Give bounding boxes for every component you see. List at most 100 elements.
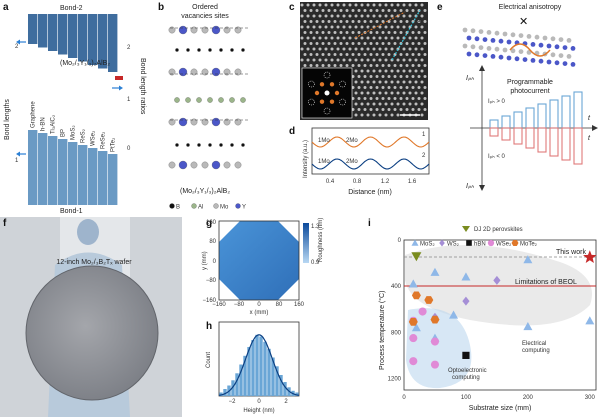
lattice-atom: [381, 64, 385, 67]
bond1-bar-8: [108, 154, 118, 205]
fft-ring: [308, 80, 315, 88]
fft-spot: [334, 90, 340, 96]
panel-i-legend: DJ 2D perovskites MoS₂ WS₂ hBN WSe₂ MoTe₂: [411, 226, 538, 248]
e-atom: [538, 58, 544, 64]
lattice-atom: [366, 47, 370, 51]
lattice-atom: [348, 25, 352, 29]
lattice-atom: [372, 58, 376, 62]
lattice-atom: [300, 36, 304, 40]
e-atom: [502, 31, 508, 37]
lattice-atom: [396, 102, 400, 106]
material-label-1: h-BN: [41, 117, 47, 131]
lattice-atom: [306, 58, 310, 62]
bond2-bar-7: [98, 14, 108, 69]
mo-atom: [234, 26, 242, 34]
lattice-atom: [333, 53, 337, 56]
lattice-atom: [351, 20, 355, 23]
wse-point: [409, 357, 418, 366]
mo-atom: [190, 161, 198, 169]
legend-label-mo: Mo: [220, 205, 229, 211]
lattice-atom: [402, 58, 406, 62]
histogram-bar: [247, 347, 251, 396]
lattice-atom: [324, 36, 328, 40]
lattice-atom: [414, 69, 418, 73]
wse-point: [409, 334, 418, 343]
panel-e-axis-label-bottom: Iₚₕ: [466, 183, 474, 190]
lattice-atom: [357, 53, 361, 56]
lattice-atom: [390, 25, 394, 29]
panel-g-cbar-max: 1.3: [311, 224, 320, 230]
neg-bar-3: [525, 127, 535, 149]
lattice-atom: [378, 47, 382, 51]
panel-b-crystal: [168, 25, 250, 170]
lattice-atom: [375, 64, 379, 67]
lattice-atom: [327, 64, 331, 67]
lattice-atom: [318, 25, 322, 29]
mo-atom: [234, 68, 242, 76]
e-atom: [522, 57, 528, 62]
lattice-atom: [423, 86, 427, 89]
lattice-atom: [408, 14, 412, 18]
lattice-atom: [309, 31, 313, 34]
lattice-atom: [369, 64, 373, 67]
panel-d-ylabel: Intensity (a.u.): [303, 140, 309, 178]
panel-b-label: b: [158, 2, 164, 13]
bond1-bar-4: [68, 142, 78, 205]
fft-spot: [319, 82, 325, 87]
lattice-atom: [339, 20, 343, 23]
e-atom: [502, 47, 508, 53]
lattice-atom: [375, 31, 379, 34]
lattice-atom: [390, 14, 394, 18]
lattice-atom: [381, 20, 385, 23]
lattice-atom: [360, 91, 364, 95]
lattice-atom: [321, 53, 325, 56]
lattice-atom: [357, 42, 361, 45]
lattice-atom: [387, 108, 391, 111]
lattice-atom: [408, 47, 412, 51]
x-tick-2: 200: [523, 395, 534, 401]
mo-atom: [223, 161, 231, 169]
lattice-atom: [420, 113, 424, 117]
lattice-atom: [372, 91, 376, 95]
panel-a-right-axis: Bond length ratios: [139, 58, 146, 115]
lattice-atom: [315, 31, 319, 34]
bond2-bar-8: [108, 14, 118, 72]
panel-g-ytick-3: 0: [213, 259, 217, 265]
bond1-bar-5: [78, 145, 88, 205]
e-atom: [482, 53, 488, 58]
legend-label-y: Y: [242, 205, 246, 211]
panel-d-trace-label-1: 1Mo: [318, 138, 330, 144]
e-atom: [506, 55, 512, 61]
lattice-atom: [384, 58, 388, 62]
lattice-atom: [354, 3, 358, 7]
lattice-atom: [309, 53, 313, 56]
mo-atom: [201, 68, 209, 76]
lattice-atom: [336, 14, 340, 18]
lattice-atom: [417, 108, 421, 111]
lattice-atom: [393, 86, 397, 89]
mo-atom: [168, 118, 176, 126]
panel-a-bars: Graphene h-BN Ti₃AlC₂ BP MoS₂ ReS₂ WSe₂ ReSe₂ Pt…: [28, 14, 123, 205]
e-atom: [462, 27, 468, 33]
panel-f-wafer-text: 12-inch Mo₂/₃B₂Tₓ wafer: [56, 259, 132, 266]
lattice-atom: [399, 53, 403, 56]
legend-dot-y: [235, 203, 241, 209]
bond2-bar-4: [68, 14, 78, 58]
histogram-bar: [251, 340, 255, 396]
lattice-atom: [423, 75, 427, 78]
mo-atom: [190, 118, 198, 126]
lattice-atom: [396, 113, 400, 117]
lattice-atom: [405, 53, 409, 56]
lattice-atom: [411, 42, 415, 45]
al-atom: [229, 97, 235, 103]
y-tick-0: 0: [398, 238, 402, 244]
panel-d-inset-label-1: 1: [422, 132, 426, 138]
histogram-bar: [223, 389, 227, 396]
lattice-atom: [378, 102, 382, 106]
lattice-atom: [420, 80, 424, 84]
lattice-atom: [348, 3, 352, 7]
lattice-atom: [402, 14, 406, 18]
lattice-atom: [312, 3, 316, 7]
mos-point: [408, 279, 418, 288]
lattice-atom: [420, 102, 424, 106]
